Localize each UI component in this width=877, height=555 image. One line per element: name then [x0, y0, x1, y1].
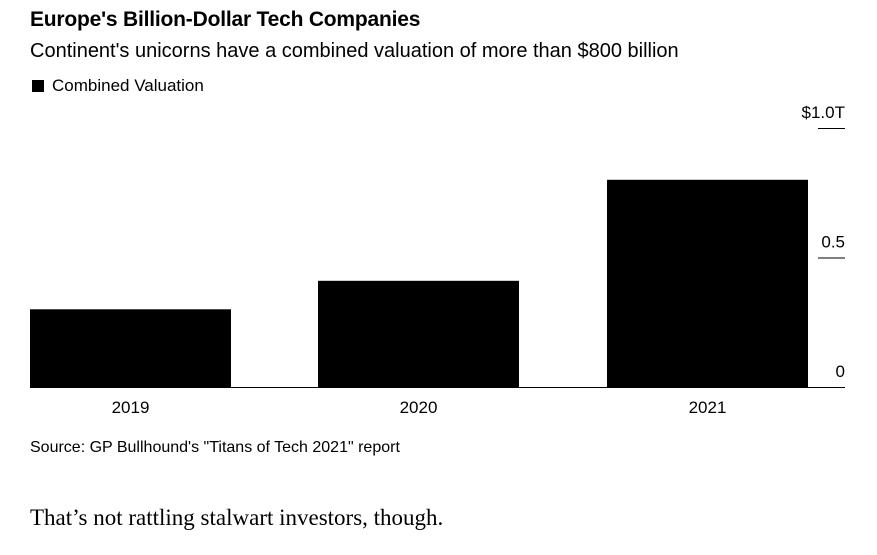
chart-title: Europe's Billion-Dollar Tech Companies — [30, 8, 421, 31]
legend-label: Combined Valuation — [52, 76, 204, 95]
x-tick-label-2019: 2019 — [112, 398, 150, 417]
legend: Combined Valuation — [32, 76, 204, 96]
y-tick-label-1: 0.5 — [821, 233, 845, 252]
y-tick-label-0: 0 — [836, 362, 845, 381]
bar-2021 — [607, 179, 808, 387]
bar-2019 — [30, 309, 231, 387]
x-tick-label-2020: 2020 — [400, 398, 438, 417]
chart-subtitle: Continent's unicorns have a combined val… — [30, 40, 679, 62]
x-tick-label-2021: 2021 — [689, 398, 727, 417]
source-note: Source: GP Bullhound's "Titans of Tech 2… — [30, 439, 400, 456]
bar-2020 — [318, 280, 519, 387]
bar-chart: 2019 2020 2021 0 0.5 $1.0T — [30, 103, 845, 417]
y-tick-label-2: $1.0T — [802, 103, 845, 122]
legend-swatch — [32, 80, 44, 92]
article-caption: That’s not rattling stalwart investors, … — [30, 505, 444, 530]
